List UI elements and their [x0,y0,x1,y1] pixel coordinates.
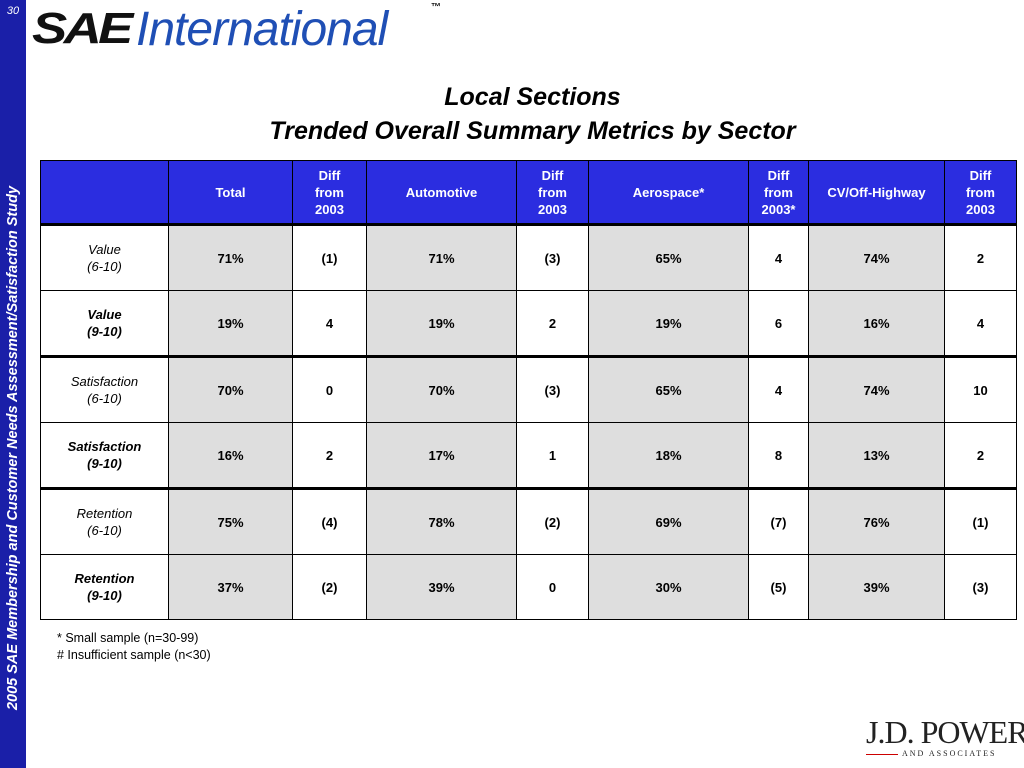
row-label: Satisfaction (9-10) [40,422,169,489]
row-label-line: Satisfaction [67,439,142,454]
column-header: Diff from 2003 [292,160,367,226]
table-cell: 16% [808,290,945,357]
table-cell: 2 [516,290,589,357]
table-cell: 4 [748,224,809,291]
table-cell: 39% [366,554,517,620]
table-cell: 0 [292,355,367,423]
table-cell: 71% [168,224,293,291]
row-label: Value (6-10) [40,224,169,291]
table-cell: 75% [168,487,293,555]
table-cell: 74% [808,355,945,423]
table-row: Value (6-10) 71% (1) 71% (3) 65% 4 74% 2 [40,224,1017,291]
table-cell: 4 [292,290,367,357]
page-number: 30 [6,5,20,17]
table-cell: 70% [366,355,517,423]
study-title: 2005 SAE Membership and Customer Needs A… [5,185,21,711]
column-header: CV/Off-Highway [808,160,945,226]
table-cell: 30% [588,554,749,620]
sidebar: 30 2005 SAE Membership and Customer Need… [0,0,26,768]
table-cell: 65% [588,224,749,291]
table-cell: (7) [748,487,809,555]
column-header: Diff from 2003 [944,160,1017,226]
table-header-row: Total Diff from 2003 Automotive Diff from 2003 A… [40,160,1017,226]
table-cell: (2) [292,554,367,620]
table-cell: 8 [748,422,809,489]
row-label-line: (6-10) [87,259,122,274]
footnote-insufficient-sample: # Insufficient sample (n<30) [57,648,211,662]
table-cell: 2 [292,422,367,489]
column-header: Total [168,160,293,226]
row-label: Retention (9-10) [40,554,169,620]
table-cell: 76% [808,487,945,555]
table-cell: 78% [366,487,517,555]
table-cell: 70% [168,355,293,423]
column-header: Diff from 2003* [748,160,809,226]
table-row: Value (9-10) 19% 4 19% 2 19% 6 16% 4 [40,290,1017,357]
table-cell: (4) [292,487,367,555]
row-label-line: Value [87,307,122,322]
row-label-line: (9-10) [87,588,122,603]
row-label-line: Value [88,242,121,257]
row-label: Satisfaction (6-10) [40,355,169,423]
column-header: Diff from 2003 [516,160,589,226]
column-header [40,160,169,226]
column-header: Aerospace* [588,160,749,226]
table-cell: 19% [168,290,293,357]
row-label-line: Retention [76,506,133,521]
table-cell: (1) [292,224,367,291]
table-cell: (3) [516,355,589,423]
row-label: Retention (6-10) [40,487,169,555]
footnotes: * Small sample (n=30-99) # Insufficient … [57,630,211,664]
table-cell: 17% [366,422,517,489]
jdp-logo-main: J.D. POWER [866,714,1024,750]
table-cell: (5) [748,554,809,620]
metrics-table: Total Diff from 2003 Automotive Diff from 2003 A… [40,160,1017,620]
table-cell: 37% [168,554,293,620]
row-label-line: Retention [74,571,135,586]
column-header: Automotive [366,160,517,226]
table-cell: 2 [944,422,1017,489]
table-cell: 1 [516,422,589,489]
table-cell: 2 [944,224,1017,291]
table-row: Satisfaction (6-10) 70% 0 70% (3) 65% 4 74% 10 [40,355,1017,423]
table-row: Retention (9-10) 37% (2) 39% 0 30% (5) 39% (3) [40,554,1017,620]
table-cell: 13% [808,422,945,489]
table-cell: 74% [808,224,945,291]
logo-sae-text: SAE [32,4,133,53]
title-line-1: Local Sections [444,83,621,111]
table-cell: 6 [748,290,809,357]
table-cell: (3) [944,554,1017,620]
table-cell: 0 [516,554,589,620]
title-line-2: Trended Overall Summary Metrics by Secto… [269,117,796,145]
table-cell: 65% [588,355,749,423]
footnote-small-sample: * Small sample (n=30-99) [57,631,199,645]
row-label-line: (6-10) [87,523,122,538]
table-cell: 71% [366,224,517,291]
table-cell: 18% [588,422,749,489]
logo-trademark: ™ [431,2,441,13]
page-title: Local Sections Trended Overall Summary M… [180,80,885,148]
table-cell: 4 [944,290,1017,357]
logo-international-text: International [136,3,388,56]
row-label-line: (9-10) [87,456,122,471]
row-label: Value (9-10) [40,290,169,357]
table-row: Retention (6-10) 75% (4) 78% (2) 69% (7) 76% (1) [40,487,1017,555]
table-cell: 19% [366,290,517,357]
jdp-logo-rule [866,754,898,755]
table-cell: (1) [944,487,1017,555]
table-row: Satisfaction (9-10) 16% 2 17% 1 18% 8 13% 2 [40,422,1017,489]
table-cell: 69% [588,487,749,555]
table-cell: (2) [516,487,589,555]
row-label-line: (6-10) [87,391,122,406]
table-cell: (3) [516,224,589,291]
row-label-line: (9-10) [87,324,122,339]
table-cell: 4 [748,355,809,423]
table-cell: 39% [808,554,945,620]
row-label-line: Satisfaction [70,374,139,389]
table-cell: 19% [588,290,749,357]
table-cell: 16% [168,422,293,489]
table-cell: 10 [944,355,1017,423]
jd-power-logo: J.D. POWER AND ASSOCIATES [866,714,1024,764]
jdp-logo-sub: AND ASSOCIATES [902,749,997,758]
